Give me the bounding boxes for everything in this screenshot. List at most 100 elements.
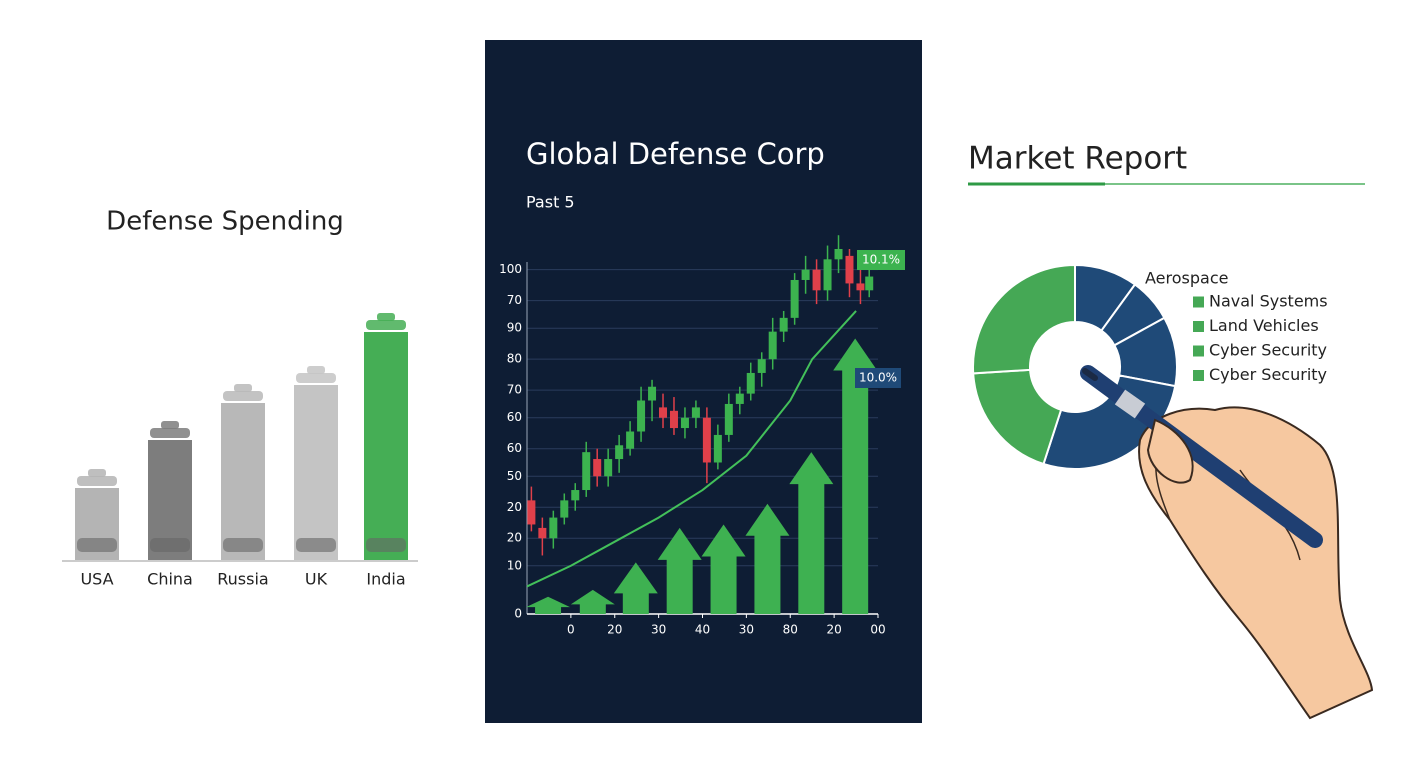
candle-body bbox=[757, 359, 766, 373]
y-tick-label: 20 bbox=[507, 500, 522, 514]
legend-label: Cyber Security bbox=[1209, 365, 1327, 384]
y-tick-label: 10 bbox=[507, 558, 522, 572]
pen-tip bbox=[1082, 368, 1098, 381]
candle-body bbox=[527, 500, 536, 525]
legend-swatch bbox=[1193, 321, 1204, 332]
donut-slice bbox=[972, 263, 1076, 375]
tank-icon bbox=[77, 476, 117, 486]
tank-icon bbox=[150, 428, 190, 438]
candle-body bbox=[768, 331, 777, 360]
candle-body bbox=[823, 259, 832, 291]
bar bbox=[294, 385, 338, 560]
y-tick-label: 50 bbox=[507, 469, 522, 483]
hand-shape bbox=[1138, 406, 1374, 720]
candle-body bbox=[615, 445, 624, 460]
arrow-bar bbox=[613, 562, 658, 614]
x-tick-label: USA bbox=[80, 570, 113, 589]
x-tick-label: China bbox=[147, 570, 193, 589]
chart-title: Defense Spending bbox=[106, 207, 344, 237]
legend-swatch bbox=[1193, 296, 1204, 308]
y-tick-label: 80 bbox=[507, 352, 522, 366]
candle-body bbox=[648, 386, 657, 401]
tank-icon bbox=[150, 538, 190, 552]
candle-body bbox=[637, 400, 646, 432]
arrow-bar bbox=[570, 589, 615, 614]
chart-title: Global Defense Corp bbox=[526, 137, 825, 171]
x-tick-label: 0 bbox=[567, 623, 575, 637]
candle-body bbox=[593, 459, 602, 477]
annotation-box bbox=[857, 250, 905, 270]
x-tick-label: India bbox=[366, 570, 405, 589]
candle-body bbox=[735, 393, 744, 404]
x-tick-label: 30 bbox=[739, 623, 754, 637]
candle-body bbox=[549, 517, 558, 539]
candle-body bbox=[746, 372, 755, 394]
candle-body bbox=[560, 500, 569, 518]
arrow-bar bbox=[833, 338, 878, 614]
candle-body bbox=[626, 431, 635, 449]
x-tick-label: 80 bbox=[783, 623, 798, 637]
legend-swatch bbox=[1193, 370, 1204, 381]
tank-icon bbox=[161, 421, 179, 429]
candle-body bbox=[659, 407, 668, 418]
tank-icon bbox=[88, 469, 106, 477]
annotation: 10.0% bbox=[859, 371, 897, 385]
candle-body bbox=[790, 279, 799, 318]
x-tick-label: 40 bbox=[695, 623, 710, 637]
arrow-bar bbox=[526, 596, 571, 614]
bar bbox=[221, 403, 265, 560]
candle-body bbox=[571, 490, 580, 501]
candle-body bbox=[702, 417, 711, 463]
donut-slice bbox=[972, 368, 1063, 466]
x-tick-label: 20 bbox=[826, 623, 841, 637]
bar bbox=[364, 332, 408, 560]
legend-swatch bbox=[1193, 345, 1204, 357]
legend-label: Cyber Security bbox=[1209, 341, 1327, 360]
arrow-bar bbox=[789, 452, 834, 614]
y-tick-label: 90 bbox=[507, 321, 522, 335]
annotation: 10.1% bbox=[862, 253, 900, 267]
candle-body bbox=[713, 434, 722, 463]
candle-body bbox=[856, 283, 865, 291]
candle-body bbox=[779, 317, 788, 332]
arrow-bar bbox=[657, 527, 702, 614]
donut-chart bbox=[972, 263, 1178, 470]
candle-body bbox=[680, 417, 689, 429]
y-tick-label: 100 bbox=[499, 262, 522, 276]
thumb bbox=[1146, 418, 1194, 484]
tank-icon bbox=[296, 538, 336, 552]
hand bbox=[1080, 365, 1374, 720]
x-tick-label: 00 bbox=[870, 623, 885, 637]
candle-body bbox=[812, 269, 821, 291]
candle-body bbox=[845, 255, 854, 284]
tank-icon bbox=[366, 538, 406, 552]
trend-line bbox=[526, 310, 857, 588]
x-tick-label: 30 bbox=[651, 623, 666, 637]
x-tick-label: UK bbox=[305, 570, 328, 589]
arrow-bar bbox=[745, 503, 790, 614]
candle-body bbox=[582, 452, 591, 491]
candle-body bbox=[724, 403, 733, 435]
tank-icon bbox=[377, 313, 395, 321]
y-tick-label: 60 bbox=[507, 441, 522, 455]
tank-icon bbox=[77, 538, 117, 552]
legend-label: Land Vehicles bbox=[1209, 316, 1319, 335]
chart-title: Market Report bbox=[968, 141, 1187, 177]
legend-label: Aerospace bbox=[1145, 269, 1228, 288]
candle-body bbox=[604, 459, 613, 477]
tank-icon bbox=[234, 384, 252, 392]
y-tick-label: 20 bbox=[507, 531, 522, 545]
candle-body bbox=[865, 276, 874, 291]
x-tick-label: 20 bbox=[607, 623, 622, 637]
arrow-bar bbox=[701, 524, 746, 614]
candle-body bbox=[669, 410, 678, 429]
candle-body bbox=[538, 527, 547, 539]
legend-label: Naval Systems bbox=[1209, 292, 1328, 311]
tank-icon bbox=[307, 366, 325, 374]
y-tick-label: 70 bbox=[507, 383, 522, 397]
candle-body bbox=[801, 269, 810, 280]
y-tick-label: 0 bbox=[514, 607, 522, 621]
tank-icon bbox=[223, 538, 263, 552]
tank-icon bbox=[366, 320, 406, 330]
